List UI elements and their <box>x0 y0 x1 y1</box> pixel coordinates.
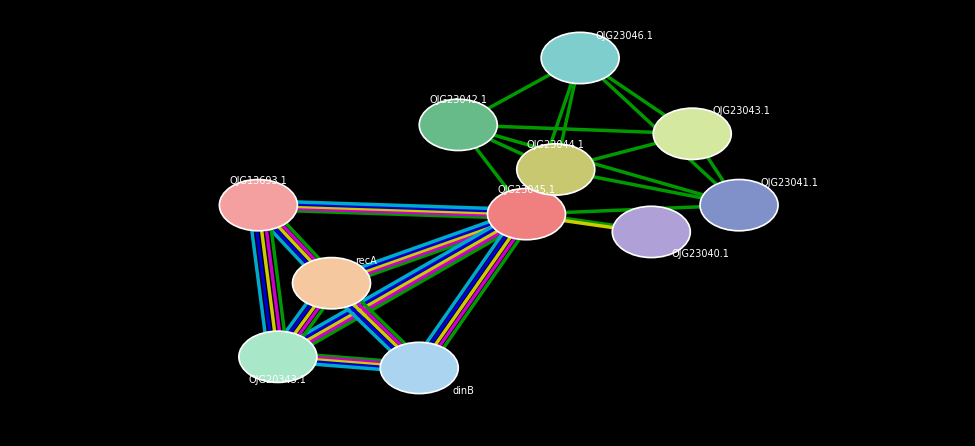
Text: OJG23045.1: OJG23045.1 <box>497 185 556 194</box>
Text: OJG23041.1: OJG23041.1 <box>760 178 819 188</box>
Ellipse shape <box>380 343 458 393</box>
Text: dinB: dinB <box>452 386 474 396</box>
Ellipse shape <box>653 108 731 160</box>
Text: OJG13693.1: OJG13693.1 <box>229 176 288 186</box>
Ellipse shape <box>219 179 297 231</box>
Text: recA: recA <box>355 256 376 266</box>
Text: OJG23042.1: OJG23042.1 <box>429 95 488 105</box>
Text: OJG23043.1: OJG23043.1 <box>712 107 770 116</box>
Ellipse shape <box>239 331 317 382</box>
Text: OJG23046.1: OJG23046.1 <box>595 31 653 41</box>
Ellipse shape <box>517 144 595 195</box>
Ellipse shape <box>292 258 370 309</box>
Text: OJG20343.1: OJG20343.1 <box>249 375 307 385</box>
Ellipse shape <box>612 206 690 258</box>
Ellipse shape <box>488 188 566 240</box>
Ellipse shape <box>541 33 619 84</box>
Ellipse shape <box>419 99 497 150</box>
Text: OJG23044.1: OJG23044.1 <box>526 140 585 150</box>
Text: OJG23040.1: OJG23040.1 <box>671 249 729 259</box>
Ellipse shape <box>700 179 778 231</box>
